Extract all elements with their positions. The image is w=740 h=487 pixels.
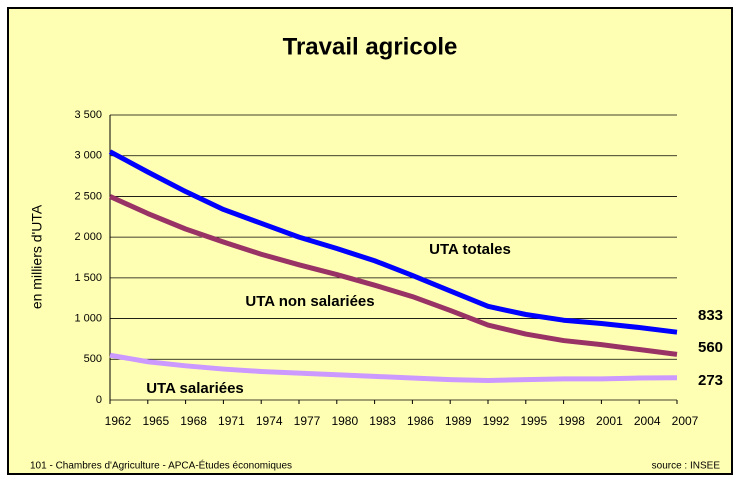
y-tick-label: 3 500 bbox=[74, 109, 102, 121]
line-series bbox=[108, 194, 678, 357]
footer-left: 101 - Chambres d'Agriculture - APCA-Étud… bbox=[30, 459, 292, 472]
x-tick-label: 1995 bbox=[520, 414, 547, 428]
y-tick-label: 500 bbox=[84, 353, 102, 365]
line-series bbox=[109, 352, 678, 383]
series-label: UTA totales bbox=[429, 241, 511, 258]
y-tick-label: 0 bbox=[96, 394, 102, 406]
x-tick-label: 1971 bbox=[218, 414, 245, 428]
x-tick-label: 2007 bbox=[672, 414, 699, 428]
line-series bbox=[108, 149, 678, 335]
series-label: UTA salariées bbox=[146, 380, 244, 397]
x-tick-label: 1989 bbox=[445, 414, 472, 428]
y-tick-label: 1 000 bbox=[74, 312, 102, 324]
y-tick-label: 1 500 bbox=[74, 272, 102, 284]
y-tick-label: 3 000 bbox=[74, 150, 102, 162]
frame bbox=[7, 7, 733, 475]
x-tick-label: 1974 bbox=[256, 414, 283, 428]
x-tick-label: 1968 bbox=[180, 414, 207, 428]
y-tick-label: 2 000 bbox=[74, 231, 102, 243]
y-tick-label: 2 500 bbox=[74, 190, 102, 202]
x-tick-label: 1992 bbox=[483, 414, 510, 428]
x-tick-label: 2004 bbox=[634, 414, 661, 428]
end-value-label: 273 bbox=[698, 372, 723, 389]
x-tick-label: 1980 bbox=[331, 414, 358, 428]
x-tick-label: 1977 bbox=[294, 414, 321, 428]
x-tick-label: 1998 bbox=[558, 414, 585, 428]
y-axis-label: en milliers d'UTA bbox=[29, 204, 45, 309]
x-tick-label: 1962 bbox=[105, 414, 132, 428]
footer-right: source : INSEE bbox=[652, 461, 721, 472]
series-label: UTA non salariées bbox=[245, 293, 374, 310]
end-value-label: 833 bbox=[698, 307, 723, 324]
chart-title: Travail agricole bbox=[283, 33, 458, 60]
end-value-label: 560 bbox=[698, 339, 723, 356]
x-tick-label: 2001 bbox=[596, 414, 623, 428]
x-tick-label: 1986 bbox=[407, 414, 434, 428]
x-tick-label: 1983 bbox=[369, 414, 396, 428]
x-tick-label: 1965 bbox=[142, 414, 169, 428]
